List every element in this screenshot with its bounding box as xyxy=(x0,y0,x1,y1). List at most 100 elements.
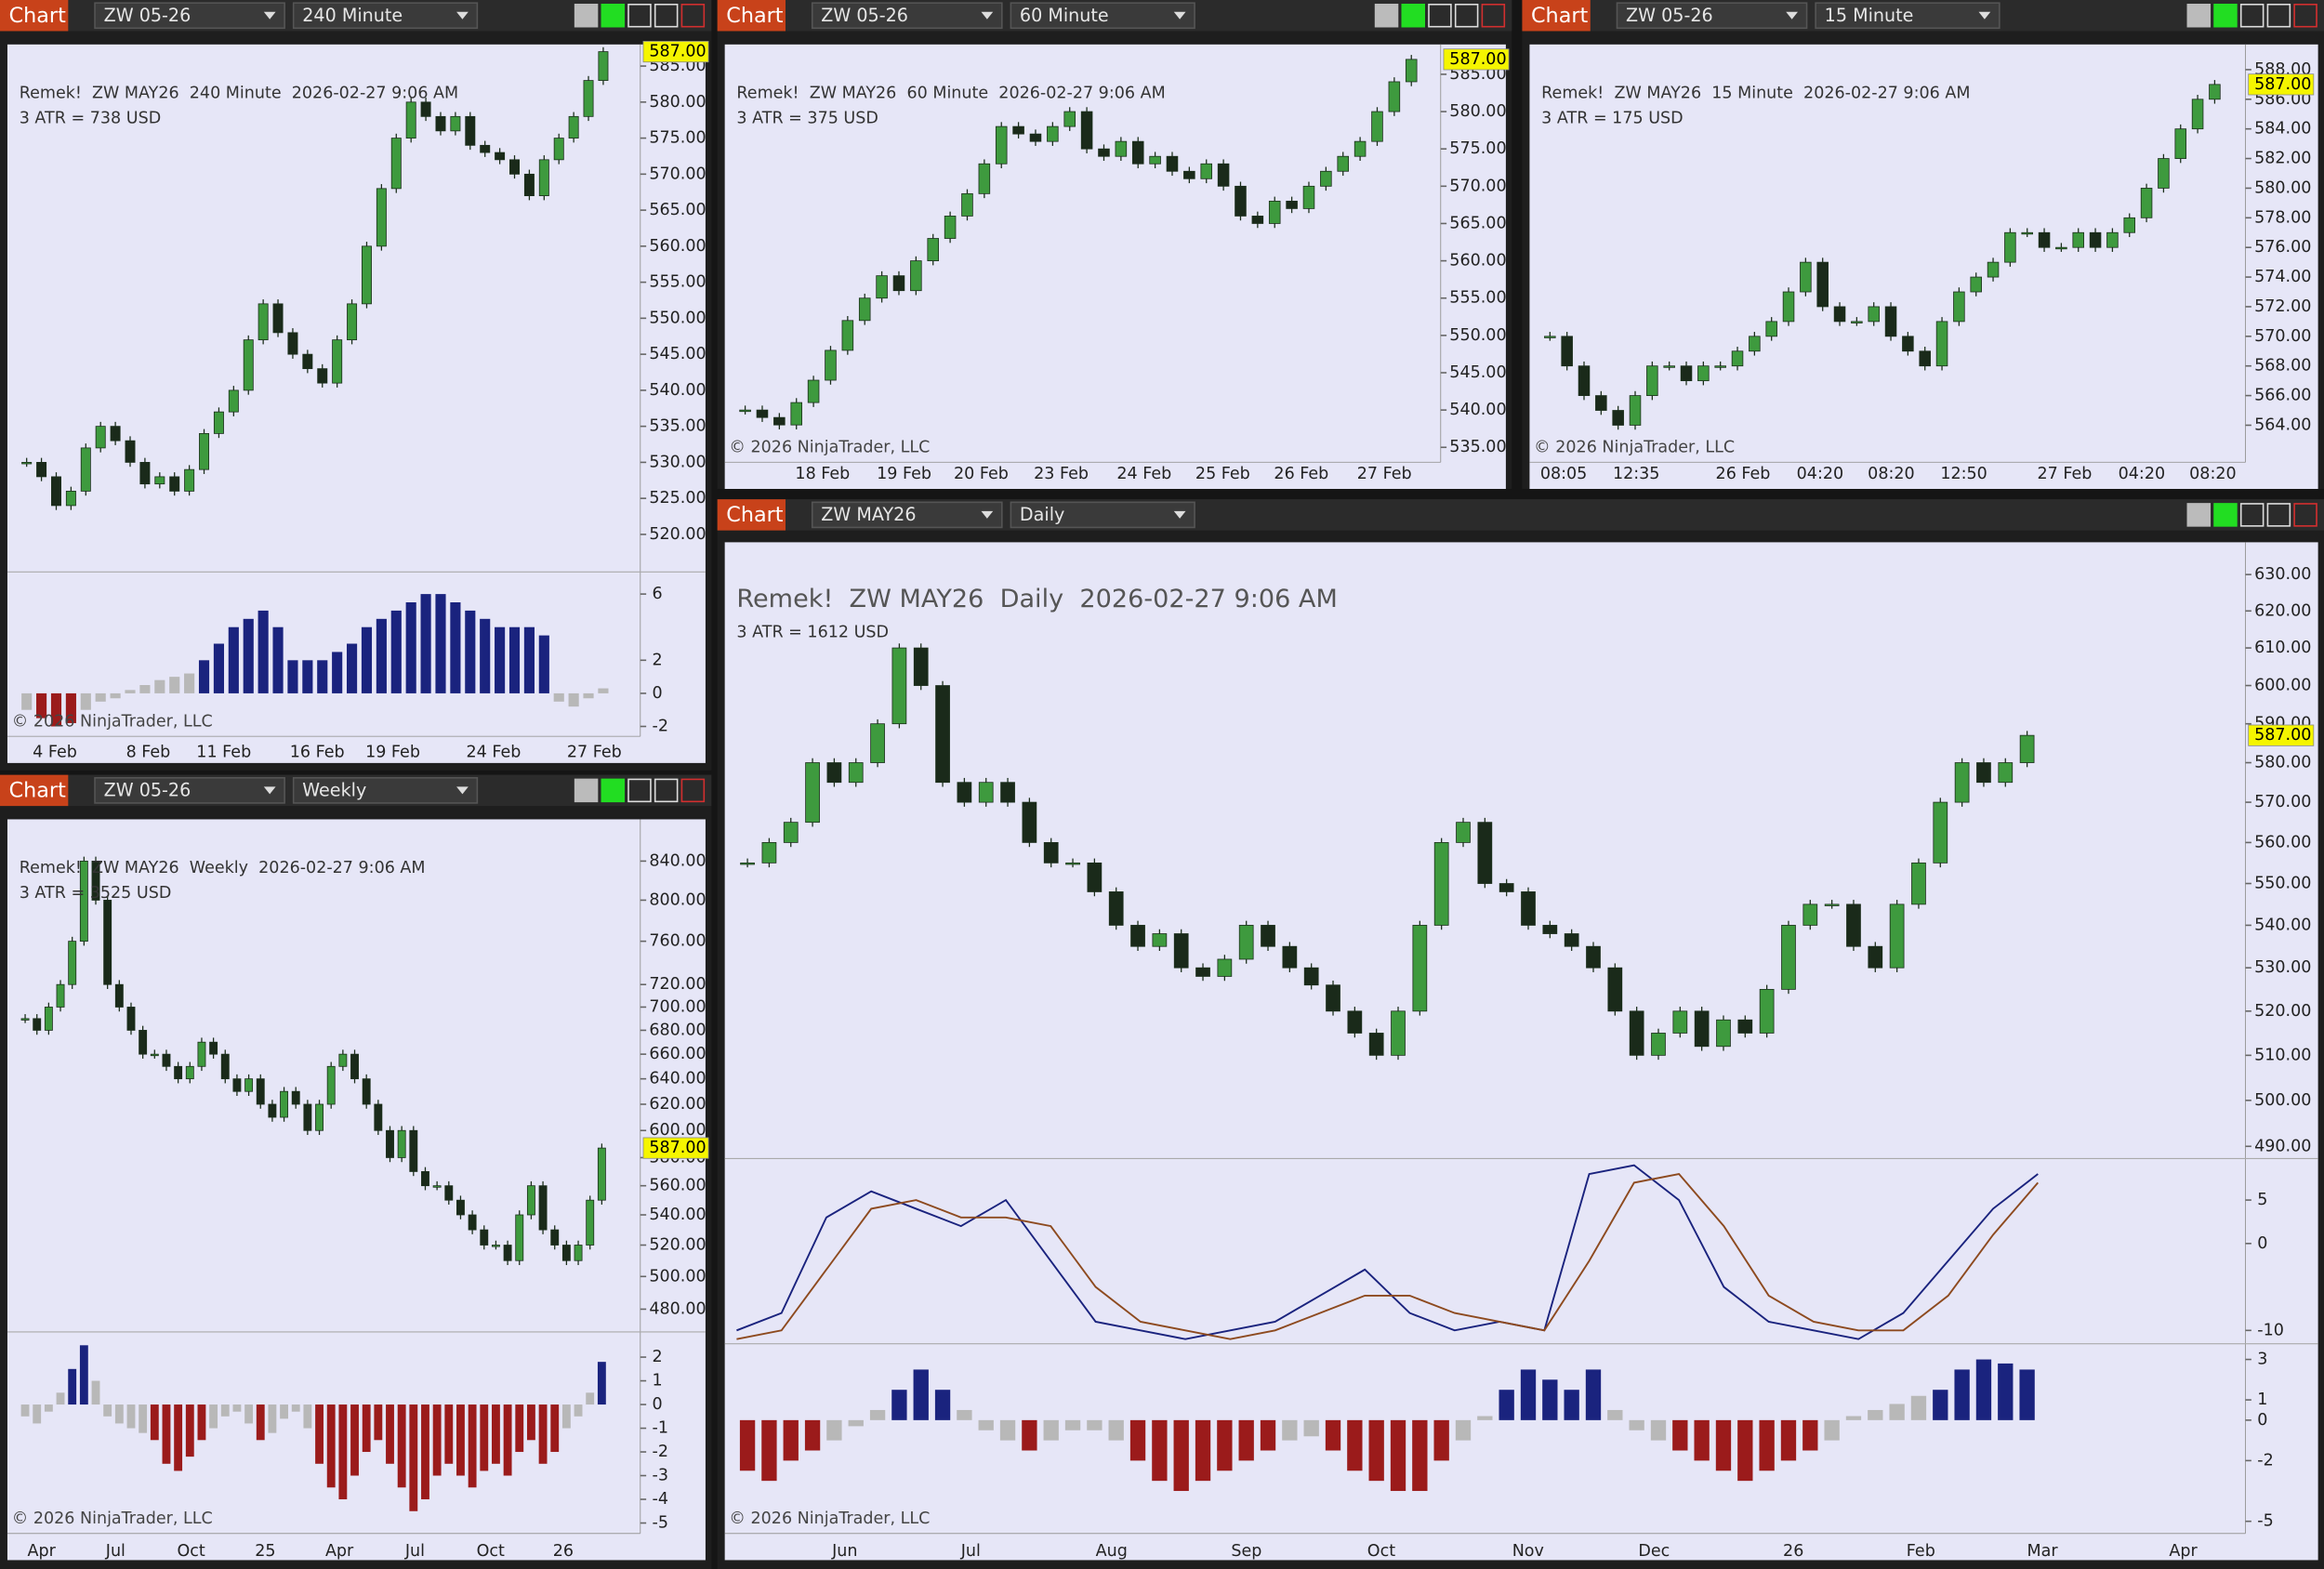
window-button[interactable] xyxy=(1428,3,1452,28)
candle xyxy=(740,862,755,865)
candle xyxy=(50,476,61,507)
candle xyxy=(1043,842,1059,864)
x-tick-label: 25 xyxy=(255,1542,275,1561)
window-button[interactable] xyxy=(574,3,599,28)
y-tick-label: -2 xyxy=(653,1443,668,1461)
window-button[interactable] xyxy=(601,3,626,28)
window-button[interactable] xyxy=(2293,3,2317,28)
dropdown[interactable] xyxy=(1010,2,1195,30)
window-button[interactable] xyxy=(1481,3,1506,28)
candle xyxy=(1595,395,1607,411)
candle xyxy=(80,447,91,492)
candle xyxy=(154,476,165,485)
candle xyxy=(1564,933,1579,947)
window-button[interactable] xyxy=(1401,3,1426,28)
x-tick-label: 24 Feb xyxy=(1116,465,1171,483)
dropdown[interactable] xyxy=(94,777,285,804)
window-button[interactable] xyxy=(2213,3,2238,28)
window-button[interactable] xyxy=(627,3,652,28)
dropdown[interactable] xyxy=(94,2,285,30)
histogram-bar xyxy=(1433,1419,1449,1461)
chart-tab[interactable] xyxy=(0,774,69,807)
candle xyxy=(1800,261,1812,293)
candle xyxy=(1433,842,1449,926)
candle xyxy=(1022,801,1037,843)
dropdown[interactable] xyxy=(1010,501,1195,529)
window-button[interactable] xyxy=(1454,3,1479,28)
window-button[interactable] xyxy=(2186,3,2212,28)
histogram-bar xyxy=(1412,1419,1428,1492)
y-tick-label: 570.00 xyxy=(2254,327,2311,346)
chart-tab[interactable] xyxy=(717,499,786,531)
histogram-bar xyxy=(523,626,535,693)
histogram-bar xyxy=(848,1419,864,1427)
y-tick-label: 530.00 xyxy=(649,453,706,471)
window-button[interactable] xyxy=(574,778,599,803)
y-tick-label: 2 xyxy=(653,1348,663,1366)
candle xyxy=(1612,410,1624,426)
histogram-bar xyxy=(361,626,373,693)
histogram-bar xyxy=(36,692,47,719)
dropdown[interactable] xyxy=(1616,2,1808,30)
window-button[interactable] xyxy=(2239,503,2265,527)
candle xyxy=(2089,231,2102,248)
histogram-bar xyxy=(1715,1419,1732,1471)
histogram-bar xyxy=(978,1419,994,1431)
histogram-bar xyxy=(1650,1419,1667,1441)
window-button[interactable] xyxy=(2266,3,2291,28)
y-tick-label: 550.00 xyxy=(649,309,706,327)
candle xyxy=(1521,891,1536,926)
chart-info: Remek! ZW MAY26 15 Minute 2026-02-27 9:0… xyxy=(1541,84,1970,102)
candle xyxy=(870,723,885,763)
window-button[interactable] xyxy=(2293,503,2317,527)
candle xyxy=(978,782,994,803)
candle xyxy=(65,491,76,507)
dropdown[interactable] xyxy=(292,2,479,30)
histogram-bar xyxy=(739,1419,756,1471)
window-button[interactable] xyxy=(680,3,706,28)
window-button[interactable] xyxy=(680,778,706,803)
chart-tab[interactable] xyxy=(717,0,786,32)
dropdown[interactable] xyxy=(292,777,479,804)
candle xyxy=(1456,822,1471,843)
window-button[interactable] xyxy=(2213,503,2238,527)
histogram-bar xyxy=(228,626,239,693)
window-button[interactable] xyxy=(654,778,679,803)
window-button[interactable] xyxy=(654,3,679,28)
histogram-bar xyxy=(444,1404,454,1464)
dropdown[interactable] xyxy=(811,501,1003,529)
window-button[interactable] xyxy=(1374,3,1399,28)
window-button[interactable] xyxy=(2239,3,2265,28)
window-button[interactable] xyxy=(2186,503,2212,527)
histogram-bar xyxy=(1564,1390,1579,1420)
window-button[interactable] xyxy=(627,778,652,803)
x-tick-label: Jul xyxy=(960,1542,981,1561)
chart-info: Remek! ZW MAY26 60 Minute 2026-02-27 9:0… xyxy=(736,84,1165,102)
candle xyxy=(376,188,387,247)
dropdown-arrow xyxy=(263,11,276,20)
window-button[interactable] xyxy=(601,778,626,803)
candle xyxy=(978,163,991,194)
histogram-bar xyxy=(95,692,106,702)
histogram-bar xyxy=(495,626,506,693)
dropdown[interactable] xyxy=(1815,2,2000,30)
last-price-label: 587.00 xyxy=(649,1139,706,1157)
last-price-tag xyxy=(642,41,709,63)
dropdown[interactable] xyxy=(811,2,1003,30)
candle xyxy=(739,409,751,413)
candle xyxy=(272,303,284,334)
candle xyxy=(1029,133,1042,142)
histogram-bar xyxy=(515,1404,524,1453)
x-tick-label: Jul xyxy=(105,1542,125,1561)
dropdown-value: 240 Minute xyxy=(302,5,403,26)
chart-tab[interactable] xyxy=(0,0,69,32)
candle xyxy=(174,1065,183,1080)
candle xyxy=(1303,967,1319,986)
chart-tab[interactable] xyxy=(1522,0,1591,32)
candle xyxy=(20,1018,30,1021)
candle xyxy=(228,389,239,413)
window-button[interactable] xyxy=(2266,503,2291,527)
candle xyxy=(390,138,402,190)
histogram-bar xyxy=(154,679,165,693)
